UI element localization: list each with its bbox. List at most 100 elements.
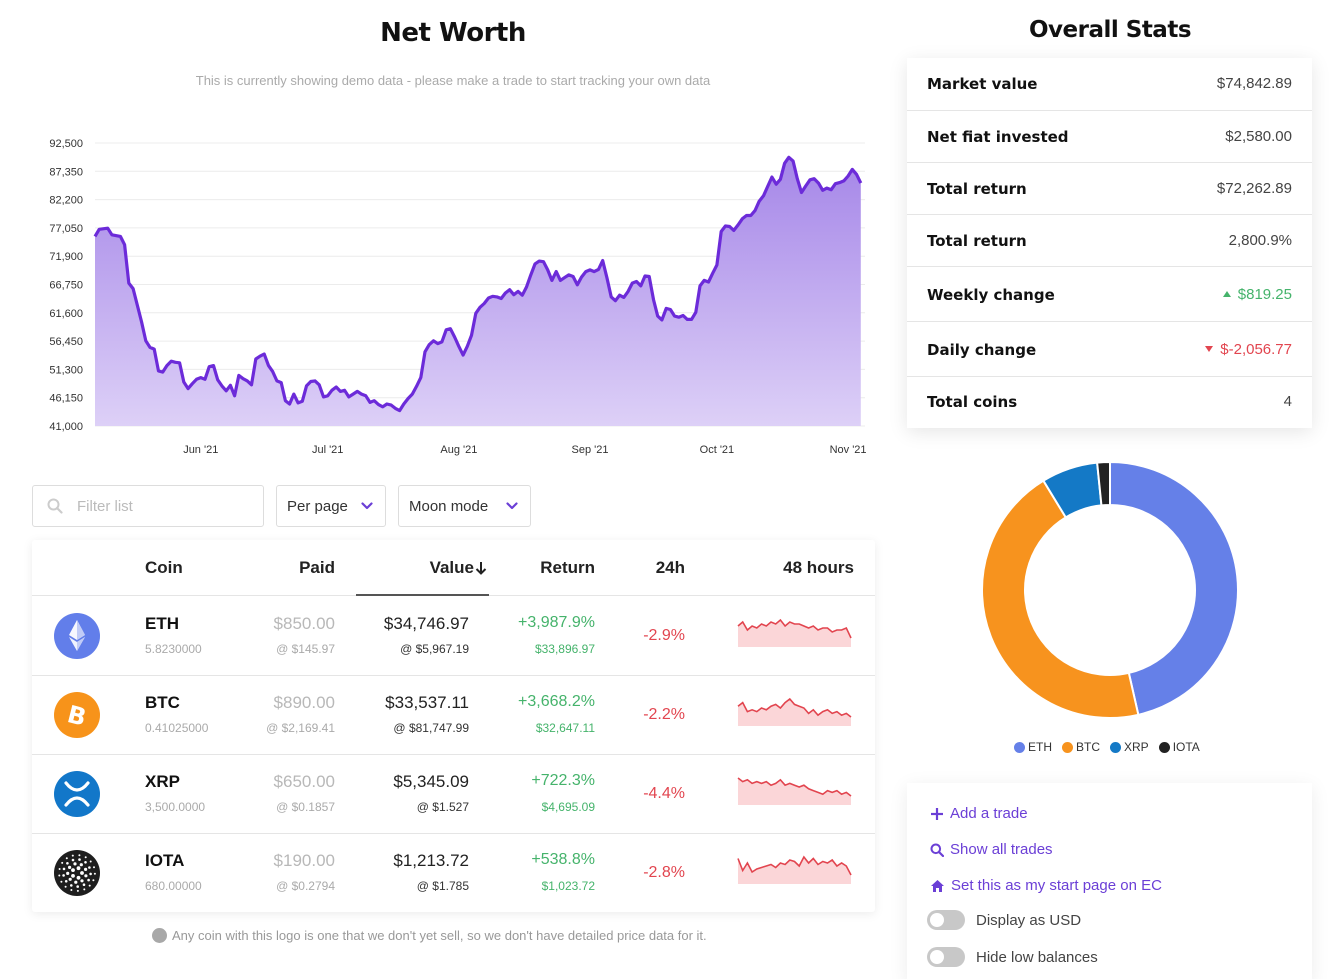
moon-mode-dropdown[interactable]: Moon mode — [398, 485, 531, 527]
table-header: Coin Paid Value Return 24h 48 hours — [32, 540, 875, 596]
stat-row-total-return: Total return $72,262.89 — [907, 163, 1312, 215]
stat-value: 4 — [1283, 393, 1292, 410]
set-start-page-link[interactable]: Set this as my start page on EC — [930, 877, 1162, 894]
x-tick-label: Nov '21 — [830, 444, 867, 456]
display-usd-toggle[interactable] — [927, 910, 965, 930]
table-row[interactable]: XRP 3,500.0000 $650.00 @ $0.1857 $5,345.09 @ … — [32, 755, 875, 834]
sort-descending-icon — [475, 562, 487, 575]
stat-label: Total return — [927, 232, 1027, 250]
display-usd-label: Display as USD — [976, 911, 1082, 929]
table-row[interactable]: B BTC 0.41025000 $890.00 @ $2,169.41 $33,537.… — [32, 676, 875, 755]
column-header-return[interactable]: Return — [540, 558, 595, 577]
show-all-trades-link[interactable]: Show all trades — [930, 841, 1053, 858]
hide-low-balances-label: Hide low balances — [976, 948, 1098, 966]
return-amount: $33,896.97 — [534, 642, 595, 656]
filter-input[interactable] — [77, 497, 237, 515]
stat-label: Weekly change — [927, 286, 1055, 304]
filter-field[interactable] — [32, 485, 264, 527]
legend-label: BTC — [1076, 740, 1100, 754]
stat-value: $2,580.00 — [1225, 128, 1292, 145]
coin-symbol: BTC — [145, 693, 180, 712]
x-tick-label: Jun '21 — [183, 444, 218, 456]
coin-amount: 0.41025000 — [145, 721, 209, 735]
y-tick-label: 56,450 — [49, 336, 83, 348]
sparkline-line — [737, 777, 852, 797]
display-usd-toggle-row[interactable]: Display as USD — [927, 910, 1081, 930]
stat-value: $74,842.89 — [1216, 75, 1292, 92]
paid-amount: $650.00 — [273, 772, 335, 791]
legend-label: XRP — [1124, 740, 1149, 754]
return-amount: $32,647.11 — [535, 721, 595, 735]
x-tick-label: Aug '21 — [440, 444, 477, 456]
column-header-value-label: Value — [429, 558, 474, 577]
unsupported-coin-note: Any coin with this logo is one that we d… — [152, 928, 707, 943]
hide-low-balances-toggle[interactable] — [927, 947, 965, 967]
paid-amount: $190.00 — [273, 851, 335, 870]
current-value: $34,746.97 — [383, 614, 469, 633]
sparkline-fill — [738, 778, 851, 805]
legend-label: IOTA — [1172, 740, 1200, 754]
return-amount: $1,023.72 — [541, 879, 595, 893]
sparkline-fill — [738, 857, 851, 884]
stat-row-market-value: Market value $74,842.89 — [907, 58, 1312, 111]
y-tick-label: 71,900 — [49, 251, 83, 263]
iota-logo-icon — [54, 850, 100, 896]
legend-swatch — [1062, 741, 1073, 753]
coin-symbol: XRP — [145, 772, 180, 791]
return-percent: +3,668.2% — [518, 693, 595, 710]
search-icon — [47, 498, 63, 514]
set-start-page-label: Set this as my start page on EC — [951, 877, 1162, 894]
legend-swatch — [1158, 741, 1170, 753]
sparkline-line — [737, 618, 852, 639]
donut-slice-eth[interactable] — [1109, 460, 1239, 717]
donut-slice-iota[interactable] — [1096, 460, 1111, 507]
net-worth-area — [95, 157, 861, 427]
legend-item-iota[interactable]: IOTA — [1158, 740, 1200, 754]
stat-row-daily-change: Daily change $-2,056.77 — [907, 322, 1312, 377]
sparkline-48h — [737, 618, 852, 647]
table-row[interactable]: IOTA 680.00000 $190.00 @ $0.2794 $1,213.72 @ … — [32, 834, 875, 913]
chevron-down-icon — [361, 502, 373, 510]
stat-label: Total coins — [927, 393, 1018, 411]
column-header-paid[interactable]: Paid — [299, 558, 335, 577]
y-tick-label: 77,050 — [49, 223, 83, 235]
overall-stats-card: Market value $74,842.89 Net fiat investe… — [907, 58, 1312, 428]
paid-amount: $890.00 — [273, 693, 335, 712]
sparkline-48h — [737, 777, 852, 805]
hide-low-balances-toggle-row[interactable]: Hide low balances — [927, 947, 1098, 967]
column-header-coin[interactable]: Coin — [145, 558, 183, 577]
current-value: $33,537.11 — [385, 693, 469, 712]
current-value: $1,213.72 — [393, 851, 469, 870]
stat-label: Market value — [927, 75, 1038, 93]
donut-slice-btc[interactable] — [981, 479, 1140, 719]
change-24h: -2.9% — [643, 627, 685, 644]
return-amount: $4,695.09 — [541, 800, 595, 814]
stat-label: Net fiat invested — [927, 128, 1069, 146]
legend-item-eth[interactable]: ETH — [1014, 740, 1052, 754]
change-24h: -2.8% — [643, 864, 685, 881]
chevron-down-icon — [506, 502, 518, 510]
column-header-24h[interactable]: 24h — [655, 558, 685, 577]
y-tick-label: 51,300 — [49, 364, 83, 376]
stat-label: Total return — [927, 180, 1027, 198]
coin-symbol: ETH — [145, 614, 179, 633]
stat-value: 2,800.9% — [1228, 232, 1292, 249]
paid-price: @ $145.97 — [276, 642, 335, 656]
paid-amount: $850.00 — [273, 614, 335, 633]
stat-value: $72,262.89 — [1216, 180, 1292, 197]
paid-price: @ $0.2794 — [276, 879, 335, 893]
column-header-48-hours: 48 hours — [783, 558, 854, 577]
column-header-value[interactable]: Value — [430, 558, 487, 578]
legend-item-xrp[interactable]: XRP — [1110, 740, 1149, 754]
per-page-label: Per page — [287, 497, 348, 515]
coin-symbol: IOTA — [145, 851, 185, 870]
plus-icon — [931, 807, 943, 820]
legend-item-btc[interactable]: BTC — [1062, 740, 1100, 754]
per-page-dropdown[interactable]: Per page — [276, 485, 386, 527]
add-trade-link[interactable]: Add a trade — [930, 805, 1028, 822]
table-row[interactable]: ETH 5.8230000 $850.00 @ $145.97 $34,746.97 @ … — [32, 597, 875, 676]
sparkline-line — [737, 855, 852, 876]
current-value: $5,345.09 — [393, 772, 469, 791]
net-worth-title: Net Worth — [380, 18, 526, 48]
change-24h: -2.2% — [643, 706, 685, 723]
